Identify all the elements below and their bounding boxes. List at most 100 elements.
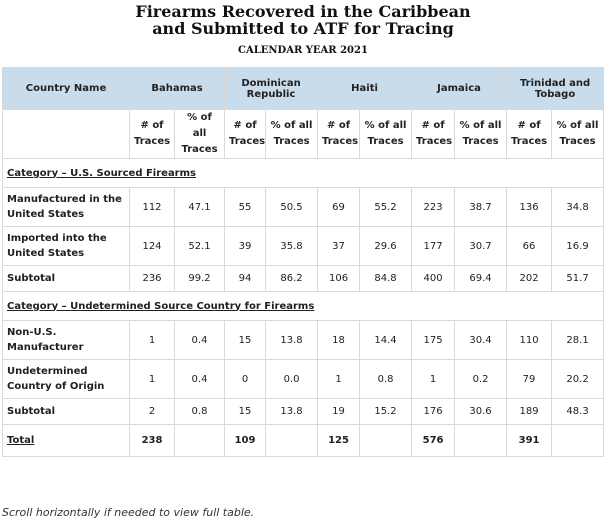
cell: 48.3 xyxy=(551,398,605,425)
cell: 15 xyxy=(224,320,267,360)
cell: 14.4 xyxy=(359,320,413,360)
header-country: Haiti xyxy=(317,67,413,110)
cell: 84.8 xyxy=(359,265,413,292)
cell: 38.7 xyxy=(454,187,508,227)
cell: 106 xyxy=(317,265,361,292)
cell: 175 xyxy=(411,320,456,360)
total-cell: 391 xyxy=(506,424,553,457)
header-traces: # of Traces xyxy=(411,109,456,159)
header-percent: % of all Traces xyxy=(359,109,413,159)
header-row-metrics: # of Traces % of all Traces # of Traces … xyxy=(2,109,605,159)
category-row: Category – Undetermined Source Country f… xyxy=(1,291,605,321)
cell: 30.6 xyxy=(454,398,508,425)
cell: 28.1 xyxy=(551,320,605,360)
cell: 35.8 xyxy=(265,226,319,266)
cell: 34.8 xyxy=(551,187,605,227)
cell: 86.2 xyxy=(265,265,319,292)
cell: 51.7 xyxy=(551,265,605,292)
header-traces: # of Traces xyxy=(506,109,553,159)
header-row-countries: Country Name Bahamas Dominican Republic … xyxy=(2,67,605,110)
table-row: Imported into the United States 124 52.1… xyxy=(2,226,605,266)
cell: 13.8 xyxy=(265,398,319,425)
cell: 39 xyxy=(224,226,267,266)
row-label: Non-U.S. Manufacturer xyxy=(2,320,130,360)
header-percent: % of all Traces xyxy=(551,109,605,159)
subtitle: CALENDAR YEAR 2021 xyxy=(238,45,368,56)
row-label: Subtotal xyxy=(2,265,130,292)
cell: 177 xyxy=(411,226,456,266)
total-cell: 576 xyxy=(411,424,456,457)
cell: 69.4 xyxy=(454,265,508,292)
cell: 29.6 xyxy=(359,226,413,266)
cell: 176 xyxy=(411,398,456,425)
total-cell: 125 xyxy=(317,424,361,457)
cell: 223 xyxy=(411,187,456,227)
cell: 236 xyxy=(129,265,175,292)
title-line-2: and Submitted to ATF for Tracing xyxy=(152,19,454,38)
cell: 15 xyxy=(224,398,267,425)
cell: 1 xyxy=(411,359,456,399)
cell: 19 xyxy=(317,398,361,425)
empty-cell xyxy=(454,424,508,457)
header-traces: # of Traces xyxy=(317,109,361,159)
table-row: Non-U.S. Manufacturer 1 0.4 15 13.8 18 1… xyxy=(2,320,605,360)
empty-cell xyxy=(551,424,605,457)
cell: 0.4 xyxy=(173,320,226,360)
cell: 1 xyxy=(317,359,361,399)
cell: 112 xyxy=(129,187,175,227)
cell: 189 xyxy=(506,398,553,425)
cell: 55 xyxy=(224,187,267,227)
header-percent: % of all Traces xyxy=(265,109,319,159)
cell: 99.2 xyxy=(173,265,226,292)
traces-table: Country Name Bahamas Dominican Republic … xyxy=(1,67,605,457)
cell: 0.8 xyxy=(173,398,226,425)
scroll-note: Scroll horizontally if needed to view fu… xyxy=(2,506,255,519)
cell: 66 xyxy=(506,226,553,266)
total-cell: 109 xyxy=(224,424,267,457)
table-row-subtotal: Subtotal 2 0.8 15 13.8 19 15.2 176 30.6 … xyxy=(2,398,605,425)
cell: 15.2 xyxy=(359,398,413,425)
header-traces: # of Traces xyxy=(224,109,267,159)
header-blank xyxy=(2,109,130,159)
header-percent: % of all Traces xyxy=(173,109,226,159)
cell: 94 xyxy=(224,265,267,292)
cell: 0.8 xyxy=(359,359,413,399)
cell: 50.5 xyxy=(265,187,319,227)
cell: 0.0 xyxy=(265,359,319,399)
total-cell: 238 xyxy=(129,424,175,457)
empty-cell xyxy=(173,424,226,457)
cell: 69 xyxy=(317,187,361,227)
row-label: Undetermined Country of Origin xyxy=(2,359,130,399)
cell: 110 xyxy=(506,320,553,360)
category-us-sourced: Category – U.S. Sourced Firearms xyxy=(1,158,605,188)
table-row-subtotal: Subtotal 236 99.2 94 86.2 106 84.8 400 6… xyxy=(2,265,605,292)
title-line-1: Firearms Recovered in the Caribbean xyxy=(135,2,471,21)
cell: 0 xyxy=(224,359,267,399)
cell: 136 xyxy=(506,187,553,227)
cell: 1 xyxy=(129,359,175,399)
table-row: Undetermined Country of Origin 1 0.4 0 0… xyxy=(2,359,605,399)
table-row: Manufactured in the United States 112 47… xyxy=(2,187,605,227)
header-country: Jamaica xyxy=(411,67,508,110)
cell: 47.1 xyxy=(173,187,226,227)
cell: 79 xyxy=(506,359,553,399)
row-label: Imported into the United States xyxy=(2,226,130,266)
header-country: Trinidad and Tobago xyxy=(506,67,605,110)
row-label: Subtotal xyxy=(2,398,130,425)
cell: 20.2 xyxy=(551,359,605,399)
empty-cell xyxy=(359,424,413,457)
cell: 400 xyxy=(411,265,456,292)
cell: 18 xyxy=(317,320,361,360)
category-undetermined-source: Category – Undetermined Source Country f… xyxy=(1,291,605,321)
category-row: Category – U.S. Sourced Firearms xyxy=(1,158,605,188)
header-percent: % of all Traces xyxy=(454,109,508,159)
header-country: Bahamas xyxy=(128,67,226,110)
cell: 37 xyxy=(317,226,361,266)
header-country-name: Country Name xyxy=(2,67,130,110)
cell: 2 xyxy=(129,398,175,425)
cell: 13.8 xyxy=(265,320,319,360)
cell: 30.4 xyxy=(454,320,508,360)
cell: 30.7 xyxy=(454,226,508,266)
cell: 0.2 xyxy=(454,359,508,399)
header-country: Dominican Republic xyxy=(224,67,319,110)
